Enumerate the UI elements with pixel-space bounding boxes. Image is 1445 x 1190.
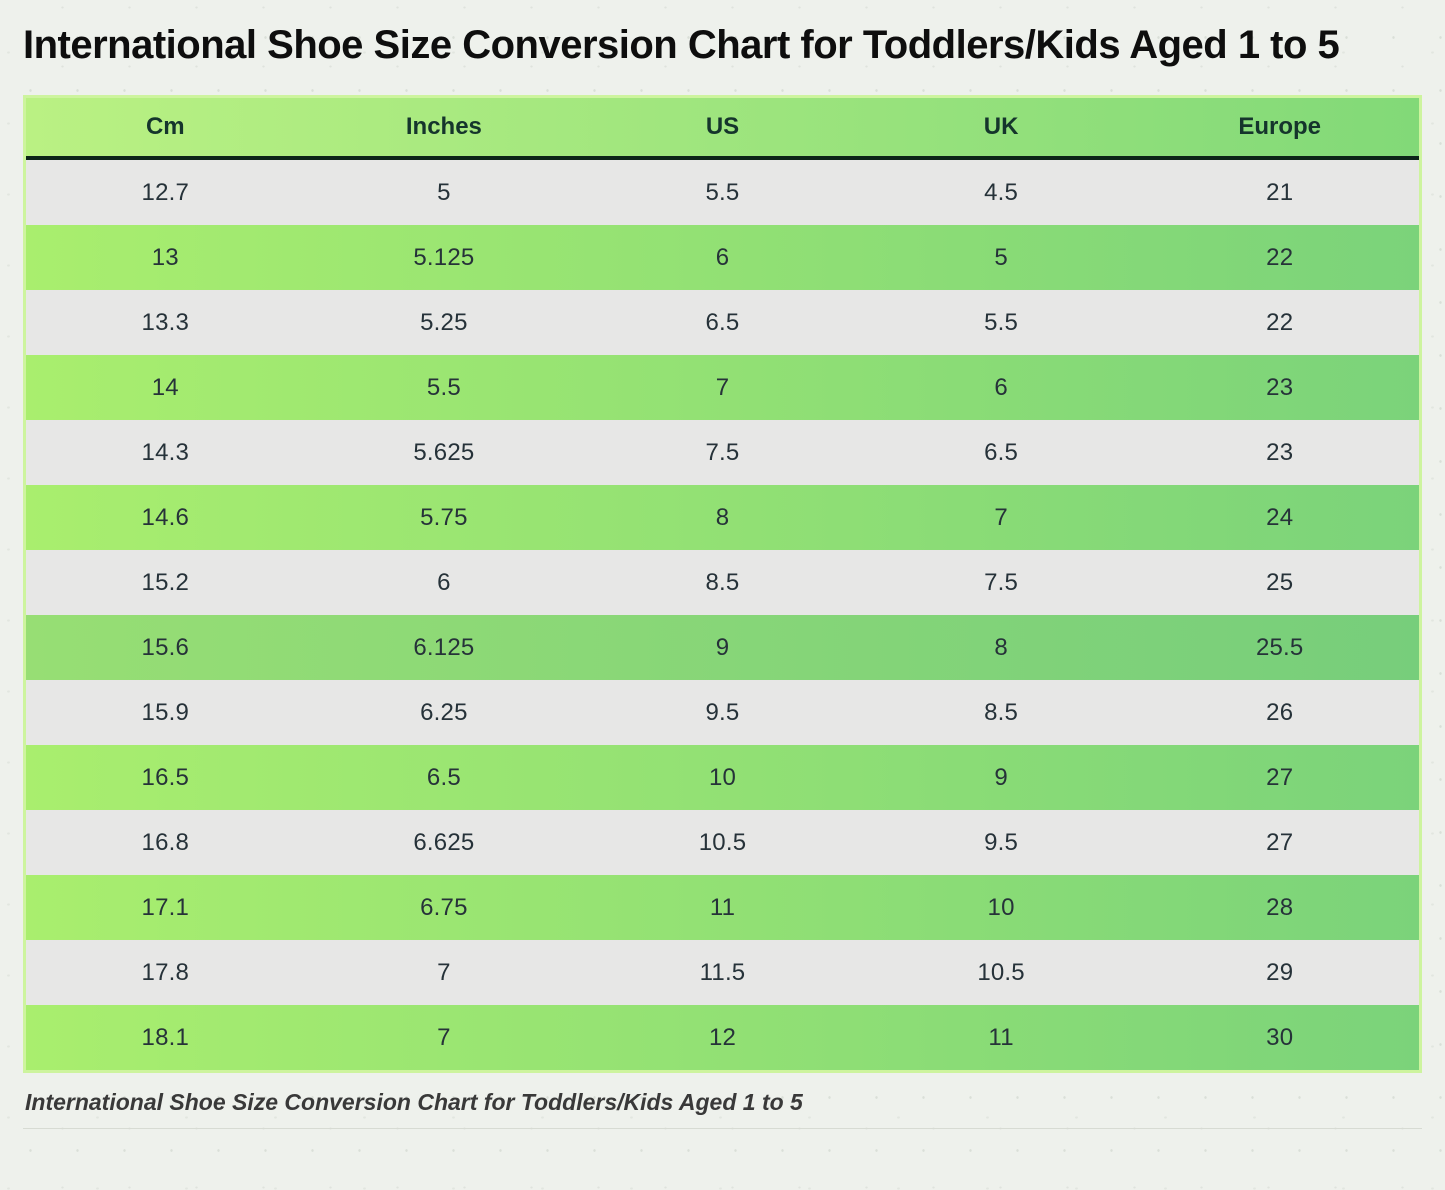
table-cell: 5 xyxy=(994,243,1008,271)
table-cell: 7 xyxy=(437,1023,451,1051)
table-cell: 13 xyxy=(151,243,179,271)
table-cell: 17.8 xyxy=(141,958,190,986)
table-cell: 12.7 xyxy=(141,178,190,206)
table-row: 14.6 5.75 8 7 24 xyxy=(26,485,1419,551)
table-cell: 6.25 xyxy=(420,698,468,726)
table-row: 12.7 5 5.5 4.5 21 xyxy=(26,160,1419,226)
table-row: 14 5.5 7 6 23 xyxy=(26,355,1419,421)
table-cell: 23 xyxy=(1266,438,1294,466)
table-cell: 6 xyxy=(715,243,730,271)
table-cell: 8 xyxy=(994,633,1008,661)
table-cell: 14.3 xyxy=(141,438,190,466)
table-cell: 21 xyxy=(1266,178,1294,206)
table-cell: 4.5 xyxy=(984,178,1019,206)
table-cell: 5.625 xyxy=(413,438,475,466)
table-caption: International Shoe Size Conversion Chart… xyxy=(25,1089,803,1116)
table-cell: 11.5 xyxy=(699,958,746,986)
table-cell: 14 xyxy=(151,373,179,401)
table-cell: 18.1 xyxy=(141,1023,190,1051)
table-row: 13 5.125 6 5 22 xyxy=(26,225,1419,291)
column-header-uk: UK xyxy=(983,113,1019,141)
table-cell: 26 xyxy=(1266,698,1294,726)
table-cell: 10.5 xyxy=(977,958,1025,986)
column-header-inches: Inches xyxy=(405,113,482,141)
column-header-europe: Europe xyxy=(1238,113,1322,141)
column-header-us: US xyxy=(705,113,740,141)
table-cell: 6 xyxy=(437,568,451,596)
table-cell: 25.5 xyxy=(1255,633,1304,661)
page: International Shoe Size Conversion Chart… xyxy=(23,23,1422,1130)
table-cell: 28 xyxy=(1266,893,1294,921)
table-cell: 7 xyxy=(437,958,451,986)
table-cell: 11 xyxy=(709,893,736,921)
table-row: 16.5 6.5 10 9 27 xyxy=(26,745,1419,811)
table-cell: 29 xyxy=(1266,958,1294,986)
table-row: 15.2 6 8.5 7.5 25 xyxy=(26,550,1419,616)
table-cell: 6.125 xyxy=(413,633,475,661)
shoe-size-conversion-table: Cm Inches US UK Europe 12.7 5 5.5 4.5 21 13 5.125 6… xyxy=(23,95,1422,1074)
table-cell: 14.6 xyxy=(141,503,190,531)
table-cell: 11 xyxy=(988,1023,1014,1051)
table-cell: 5.5 xyxy=(984,308,1019,336)
table-cell: 10 xyxy=(987,893,1015,921)
table-cell: 7.5 xyxy=(984,568,1019,596)
table-body: 12.7 5 5.5 4.5 21 13 5.125 6 5 22 13.3 5.25 6.5 5.5 22… xyxy=(26,160,1419,1071)
column-header-cm: Cm xyxy=(145,113,185,141)
table-cell: 15.6 xyxy=(141,633,190,661)
table-cell: 9.5 xyxy=(705,698,740,726)
table-cell: 6.75 xyxy=(420,893,468,921)
table-cell: 5.75 xyxy=(420,503,468,531)
table-row: 16.8 6.625 10.5 9.5 27 xyxy=(26,810,1419,876)
table-cell: 7.5 xyxy=(705,438,740,466)
table-cell: 16.5 xyxy=(141,763,190,791)
table-cell: 10 xyxy=(708,763,737,791)
table-cell: 6.5 xyxy=(426,763,461,791)
table-row: 18.1 7 12 11 30 xyxy=(26,1005,1419,1071)
table-cell: 8.5 xyxy=(705,568,740,596)
table-cell: 27 xyxy=(1266,763,1294,791)
table-cell: 25 xyxy=(1266,568,1294,596)
table-row: 17.1 6.75 11 10 28 xyxy=(26,875,1419,941)
table-row: 13.3 5.25 6.5 5.5 22 xyxy=(26,290,1419,356)
table-cell: 9.5 xyxy=(984,828,1019,856)
table-cell: 6 xyxy=(994,373,1008,401)
table-row: 14.3 5.625 7.5 6.5 23 xyxy=(26,420,1419,486)
table-cell: 5.5 xyxy=(705,178,740,206)
table-cell: 8.5 xyxy=(984,698,1019,726)
table-cell: 24 xyxy=(1266,503,1294,531)
page-title: International Shoe Size Conversion Chart… xyxy=(23,23,1340,67)
table-cell: 10.5 xyxy=(698,828,747,856)
table-cell: 15.2 xyxy=(141,568,190,596)
table-cell: 6.625 xyxy=(413,828,475,856)
table-row: 17.8 7 11.5 10.5 29 xyxy=(26,940,1419,1006)
table-cell: 5.5 xyxy=(426,373,461,401)
table-cell: 9 xyxy=(715,633,730,661)
table-cell: 7 xyxy=(715,373,730,401)
table-row: 15.6 6.125 9 8 25.5 xyxy=(26,615,1419,681)
table-cell: 7 xyxy=(994,503,1008,531)
table-cell: 22 xyxy=(1266,243,1294,271)
table-cell: 22 xyxy=(1266,308,1294,336)
table-cell: 27 xyxy=(1266,828,1294,856)
table-cell: 30 xyxy=(1266,1023,1294,1051)
table-cell: 5 xyxy=(437,178,451,206)
bottom-divider xyxy=(23,1128,1422,1130)
table-cell: 17.1 xyxy=(141,893,190,921)
table-cell: 23 xyxy=(1266,373,1294,401)
table-header-row: Cm Inches US UK Europe xyxy=(26,98,1419,161)
table-cell: 9 xyxy=(994,763,1008,791)
table-row: 15.9 6.25 9.5 8.5 26 xyxy=(26,680,1419,746)
table-cell: 15.9 xyxy=(141,698,190,726)
table-cell: 13.3 xyxy=(141,308,190,336)
table-cell: 5.125 xyxy=(413,243,475,271)
table-cell: 5.25 xyxy=(420,308,468,336)
table-cell: 8 xyxy=(715,503,730,531)
table-cell: 6.5 xyxy=(984,438,1019,466)
table-cell: 16.8 xyxy=(141,828,190,856)
table-cell: 6.5 xyxy=(705,308,740,336)
table-cell: 12 xyxy=(708,1023,737,1051)
